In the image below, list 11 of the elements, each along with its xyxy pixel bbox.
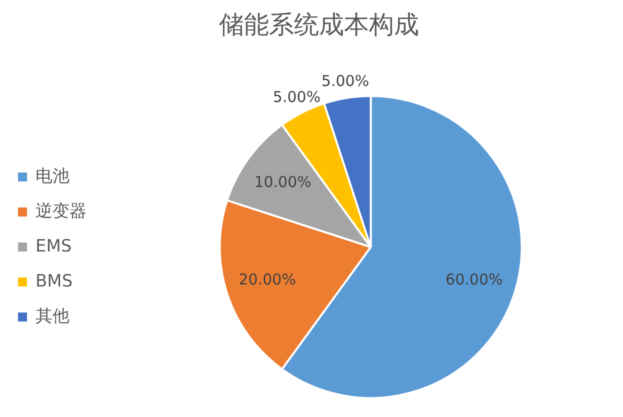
data-label: 5.00% — [272, 88, 321, 106]
legend-label: BMS — [36, 271, 73, 292]
data-label: 10.00% — [254, 172, 312, 191]
legend-label: 电池 — [36, 166, 70, 186]
chart-title: 储能系统成本构成 — [218, 9, 420, 41]
data-label: 20.00% — [238, 270, 296, 288]
legend-label: EMS — [36, 236, 72, 256]
legend-label: 其他 — [36, 306, 70, 326]
data-label: 5.00% — [321, 72, 370, 90]
legend-label: 逆变器 — [36, 201, 86, 222]
data-label: 60.00% — [446, 270, 503, 288]
